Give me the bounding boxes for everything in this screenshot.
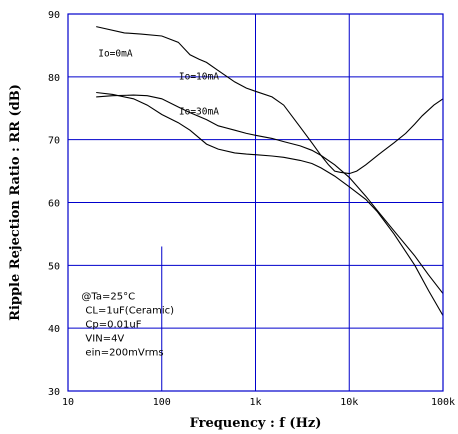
series-label: Io=30mA [179,107,219,118]
series-line-io-0ma [96,26,444,175]
tick-labels: 10 100 1k 10k 100k 30 40 50 60 70 80 90 [48,10,455,408]
series-lines [96,26,444,316]
x-tick-label: 10 [62,397,74,408]
y-axis-title: Ripple Rejection Ratio : RR (dB) [8,84,23,321]
annotation-line: CL=1uF(Ceramic) [85,305,174,316]
plot-frame [67,13,444,392]
annotation-line: ein=200mVrms [85,347,163,358]
x-tick-label: 10k [340,397,358,408]
series-labels: Io=0mA Io=10mA Io=30mA [98,49,219,118]
y-tick-label: 50 [48,261,60,272]
x-tick-label: 1k [249,397,261,408]
series-line-io-10ma [96,94,444,294]
y-tick-label: 80 [48,73,60,84]
annotation-line: VIN=4V [85,333,124,344]
annotation-line: Cp=0.01uF [85,319,141,330]
y-tick-label: 70 [48,136,60,147]
x-tick-label: 100 [153,397,171,408]
y-tick-label: 60 [48,199,60,210]
series-line-io-30ma [96,91,444,316]
y-tick-label: 90 [48,10,60,21]
grid-lines [68,14,443,391]
series-label: Io=10mA [179,71,219,82]
y-tick-label: 30 [48,387,60,398]
conditions-annotation: @Ta=25°C CL=1uF(Ceramic) Cp=0.01uF VIN=4V ei… [81,291,174,358]
x-axis-title: Frequency : f (Hz) [190,416,322,431]
x-tick-label: 100k [431,397,455,408]
y-tick-label: 40 [48,324,60,335]
series-label: Io=0mA [98,49,133,60]
annotation-line: @Ta=25°C [81,291,135,302]
